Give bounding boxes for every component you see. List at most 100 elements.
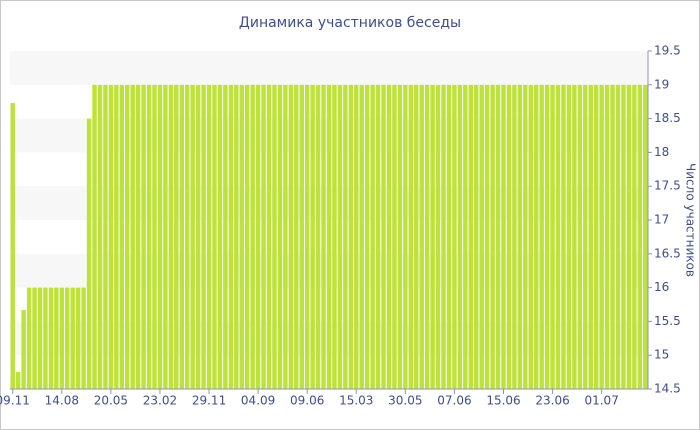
- x-tick-label: 09.11: [0, 394, 30, 408]
- bar: [26, 287, 32, 389]
- bar: [163, 84, 168, 390]
- bar: [168, 84, 174, 390]
- bar: [294, 84, 299, 390]
- bar: [446, 84, 452, 390]
- bar: [304, 84, 310, 390]
- bar: [463, 84, 468, 390]
- x-tick-label: 04.09: [241, 394, 275, 408]
- bar: [321, 84, 326, 390]
- bar: [326, 84, 332, 390]
- bar: [512, 84, 517, 390]
- x-tick-label: 15.06: [486, 394, 520, 408]
- bar: [261, 84, 266, 390]
- bar: [92, 84, 97, 390]
- bar: [354, 84, 359, 390]
- y-tick-label: 18: [654, 145, 669, 159]
- y-tick-label: 18.5: [654, 111, 681, 125]
- bar: [430, 84, 435, 390]
- bar: [32, 287, 37, 389]
- bar: [550, 84, 555, 390]
- bar: [555, 84, 561, 390]
- bar: [135, 84, 141, 390]
- bar: [59, 287, 65, 389]
- bar: [424, 84, 430, 390]
- bar: [626, 84, 632, 390]
- bar: [414, 84, 419, 390]
- bar: [533, 84, 539, 390]
- bar: [277, 84, 283, 390]
- bar: [310, 84, 315, 390]
- bar: [403, 84, 408, 390]
- bar: [593, 84, 599, 390]
- y-tick-label: 15: [654, 348, 669, 362]
- bar: [212, 84, 217, 390]
- bar: [201, 84, 206, 390]
- bar: [501, 84, 506, 390]
- bar: [141, 84, 146, 390]
- bar: [10, 103, 15, 389]
- bar: [375, 84, 381, 390]
- bar: [217, 84, 223, 390]
- bar: [81, 287, 86, 389]
- x-tick-label: 23.06: [535, 394, 569, 408]
- bar: [479, 84, 484, 390]
- bar: [348, 84, 354, 390]
- bar: [359, 84, 364, 390]
- bar: [528, 84, 533, 390]
- bar: [495, 84, 501, 390]
- bar: [228, 84, 234, 390]
- bar: [523, 84, 528, 390]
- bar: [244, 84, 250, 390]
- bar: [206, 84, 212, 390]
- bar: [108, 84, 114, 390]
- bar: [577, 84, 583, 390]
- bar: [288, 84, 294, 390]
- bar: [517, 84, 523, 390]
- bar: [21, 309, 26, 389]
- bar: [250, 84, 255, 390]
- bar: [65, 287, 70, 389]
- bar: [604, 84, 610, 390]
- bar: [441, 84, 446, 390]
- bar: [179, 84, 184, 390]
- bar: [190, 84, 195, 390]
- bar: [452, 84, 457, 390]
- x-tick-label: 09.06: [290, 394, 324, 408]
- bar: [490, 84, 495, 390]
- bar: [255, 84, 261, 390]
- bar: [484, 84, 490, 390]
- bar: [474, 84, 479, 390]
- bar: [70, 287, 75, 389]
- bar: [86, 118, 92, 389]
- bar: [419, 84, 424, 390]
- bar: [283, 84, 288, 390]
- bar: [637, 84, 643, 390]
- bar: [43, 287, 48, 389]
- bar: [599, 84, 604, 390]
- bar: [539, 84, 544, 390]
- x-tick-label: 01.07: [584, 394, 618, 408]
- bar: [130, 84, 135, 390]
- bar: [408, 84, 414, 390]
- y-tick-label: 15.5: [654, 314, 681, 328]
- bar: [457, 84, 463, 390]
- y-tick-label: 17.5: [654, 179, 681, 193]
- bar: [195, 84, 201, 390]
- y-tick-label: 16: [654, 280, 669, 294]
- y-axis-label: Число участников: [684, 163, 698, 277]
- bar: [48, 287, 54, 389]
- y-tick-label: 19.5: [654, 44, 681, 58]
- bar: [152, 84, 157, 390]
- bar: [97, 84, 103, 390]
- bar: [15, 372, 21, 389]
- bar: [397, 84, 403, 390]
- bar: [119, 84, 125, 390]
- bar: [561, 84, 566, 390]
- bar: [299, 84, 304, 390]
- bar: [37, 287, 43, 389]
- bar: [572, 84, 577, 390]
- grid-band: [10, 51, 648, 85]
- x-tick-label: 07.06: [437, 394, 471, 408]
- bar: [223, 84, 228, 390]
